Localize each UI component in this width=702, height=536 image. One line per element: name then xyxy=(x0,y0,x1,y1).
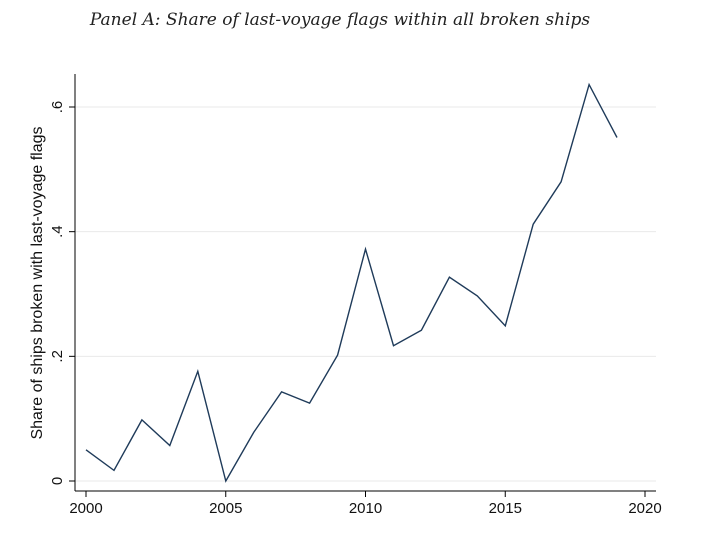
x-tick-label: 2000 xyxy=(69,500,102,517)
x-axis-ticks: 2000 2005 2010 2015 2020 xyxy=(69,491,662,517)
x-tick-label: 2020 xyxy=(628,500,661,517)
x-tick-label: 2010 xyxy=(349,500,382,517)
y-tick-label: .4 xyxy=(49,225,66,238)
x-tick-label: 2005 xyxy=(209,500,242,517)
series-line xyxy=(85,82,618,483)
y-axis-ticks: 0 .2 .4 .6 xyxy=(49,101,75,485)
y-tick-label: 0 xyxy=(49,477,66,485)
x-tick-label: 2015 xyxy=(489,500,522,517)
y-tick-label: .6 xyxy=(49,101,66,114)
y-axis-title: Share of ships broken with last-voyage f… xyxy=(29,126,46,439)
y-tick-label: .2 xyxy=(49,350,66,363)
grid-lines xyxy=(75,106,656,482)
chart-title: Panel A: Share of last-voyage flags with… xyxy=(89,10,591,30)
